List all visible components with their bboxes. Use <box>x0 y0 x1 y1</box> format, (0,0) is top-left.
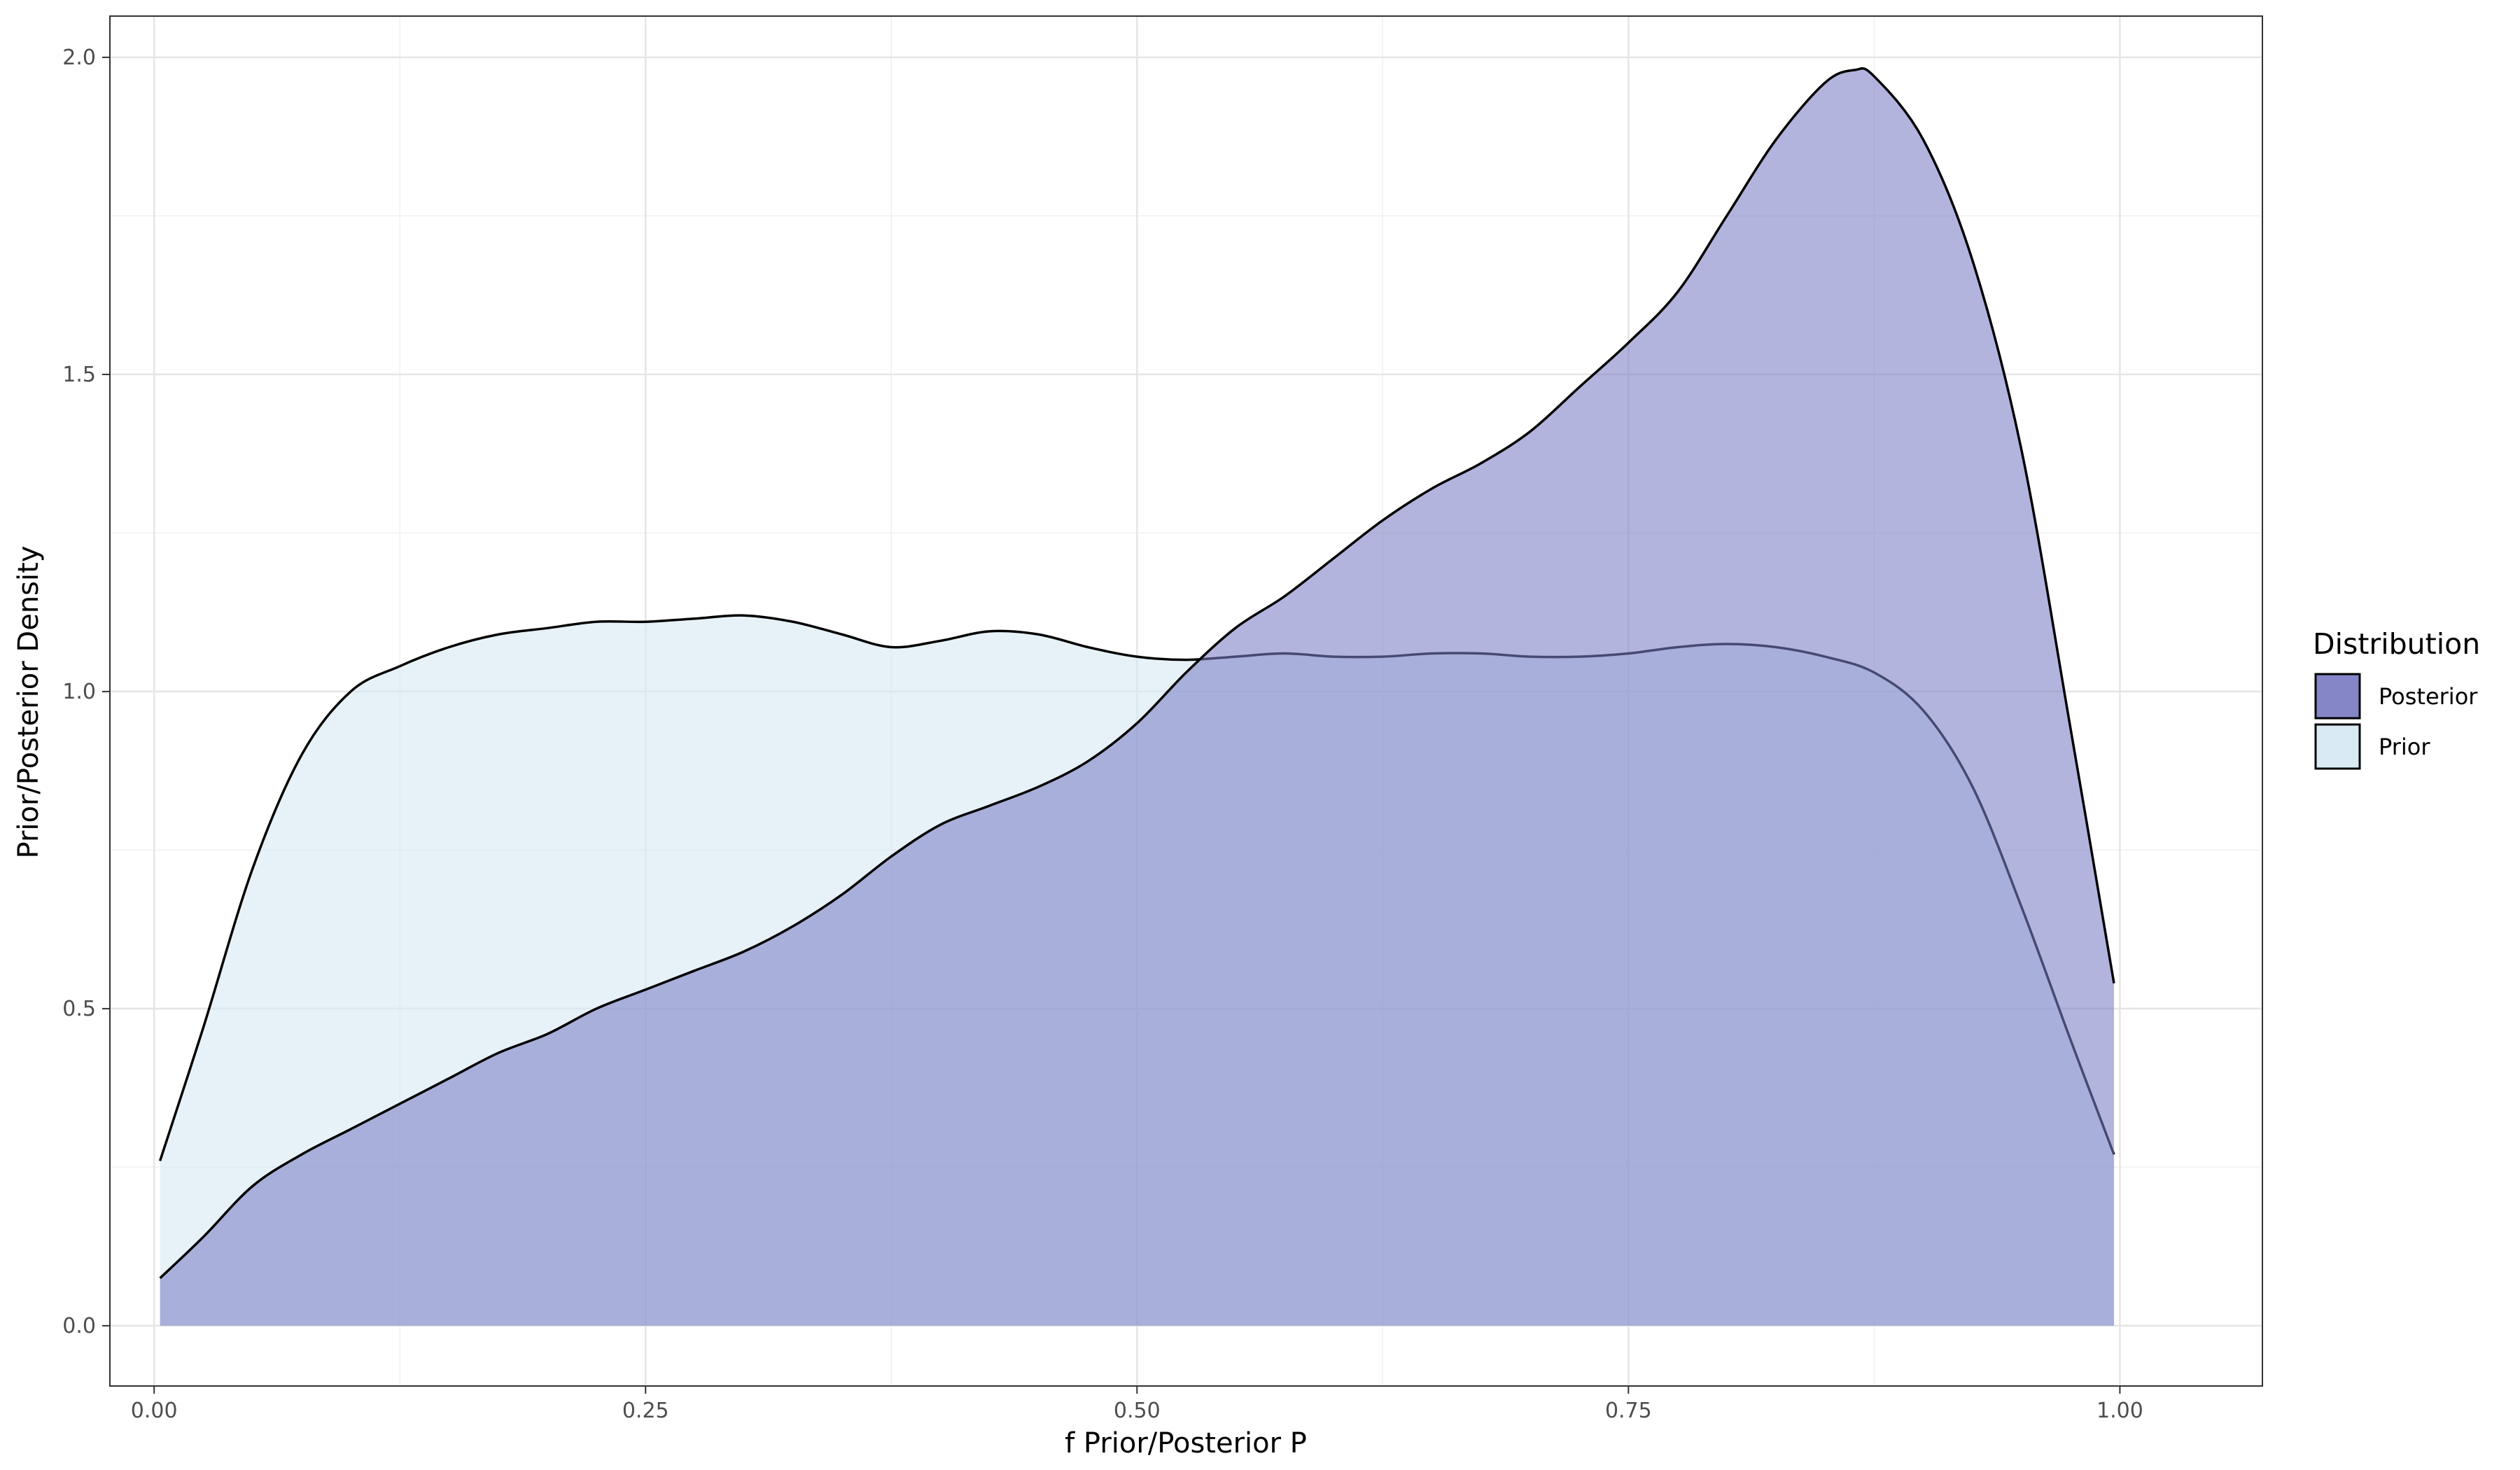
legend-items: Posterior Prior <box>2314 673 2478 770</box>
y-tick-label: 1.5 <box>62 363 96 387</box>
y-tick-label: 0.5 <box>62 997 96 1021</box>
y-tick-label: 2.0 <box>62 46 96 70</box>
legend-title: Distribution <box>2313 627 2480 661</box>
posterior-density-area <box>160 68 2114 1326</box>
y-axis-title: Prior/Posterior Density <box>13 546 45 859</box>
prior-legend-key <box>2314 723 2361 770</box>
panel-border <box>109 15 2263 1387</box>
x-axis-title: f Prior/Posterior P <box>1065 1427 1307 1460</box>
posterior-legend-key <box>2314 673 2361 720</box>
legend: Distribution Posterior Prior <box>2313 627 2480 770</box>
x-tick-label: 0.75 <box>1605 1399 1652 1423</box>
y-tick-label: 1.0 <box>62 680 96 704</box>
posterior-density-line <box>159 66 2115 1280</box>
x-tick-label: 0.50 <box>1114 1399 1161 1423</box>
x-tick-label: 1.00 <box>2096 1399 2143 1423</box>
x-tick-label: 0.25 <box>622 1399 669 1423</box>
y-tick-label: 0.0 <box>62 1314 96 1338</box>
prior-legend-label: Prior <box>2379 734 2430 760</box>
posterior-legend-label: Posterior <box>2379 683 2478 710</box>
density-areas <box>158 66 2115 1326</box>
axis-ticks: 0.00 0.25 0.50 0.75 1.00 0.0 0.5 1.0 1.5 2.0 <box>62 46 2143 1423</box>
x-tick-label: 0.00 <box>131 1399 178 1423</box>
